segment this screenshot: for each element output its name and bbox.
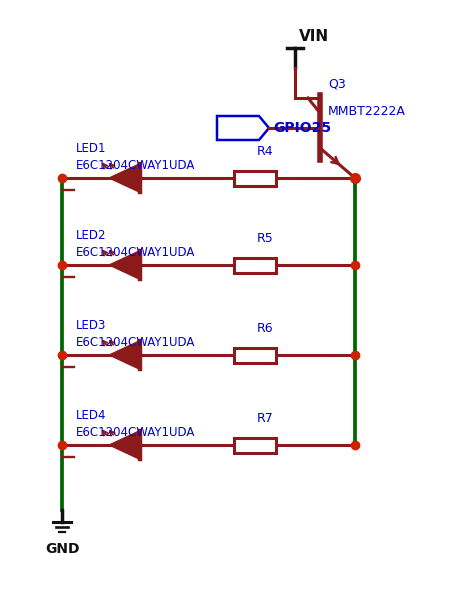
Polygon shape [110, 341, 140, 369]
Text: R6: R6 [257, 322, 273, 335]
Polygon shape [110, 164, 140, 192]
Text: LED1
E6C1204CWAY1UDA: LED1 E6C1204CWAY1UDA [76, 142, 195, 171]
Text: Q3: Q3 [328, 77, 346, 90]
Bar [234, 437, 276, 453]
Text: LED4
E6C1204CWAY1UDA: LED4 E6C1204CWAY1UDA [76, 409, 195, 439]
Polygon shape [110, 431, 140, 459]
Bar [234, 347, 276, 362]
Text: LED2
E6C1204CWAY1UDA: LED2 E6C1204CWAY1UDA [76, 229, 195, 258]
Text: VIN: VIN [299, 29, 329, 44]
Text: GND: GND [45, 542, 79, 556]
Bar [234, 258, 276, 273]
Polygon shape [110, 251, 140, 279]
Text: LED3
E6C1204CWAY1UDA: LED3 E6C1204CWAY1UDA [76, 319, 195, 349]
Text: MMBT2222A: MMBT2222A [328, 105, 406, 118]
Text: GPIO25: GPIO25 [273, 121, 331, 135]
Text: R4: R4 [257, 145, 273, 158]
Bar [234, 171, 276, 186]
Text: R7: R7 [257, 412, 274, 425]
Text: R5: R5 [257, 232, 274, 245]
